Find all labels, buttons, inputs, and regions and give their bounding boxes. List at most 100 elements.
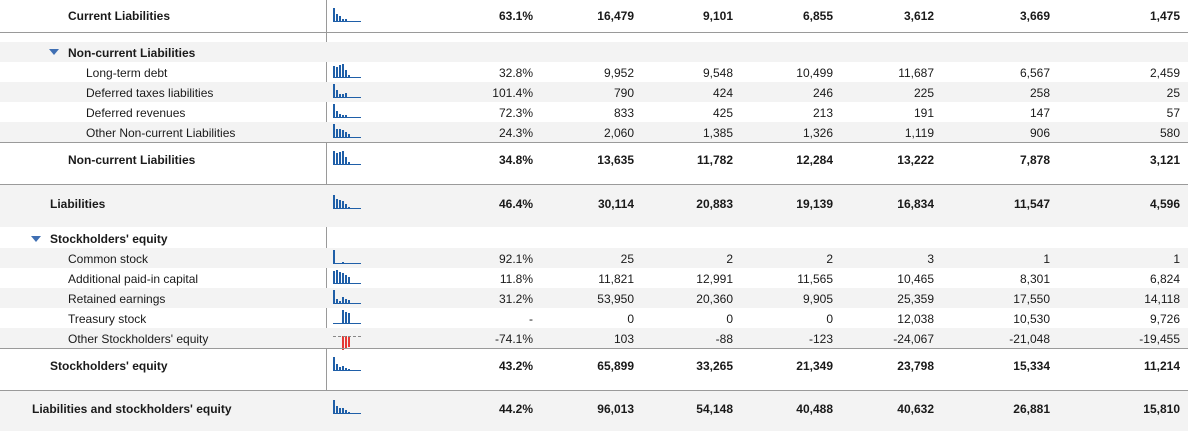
year-value: 13,222: [897, 153, 934, 167]
year-value: 6,824: [1149, 272, 1180, 286]
year-value: 25: [1166, 86, 1180, 100]
year-value: 1: [1043, 252, 1050, 266]
sparkline-bar: [336, 299, 338, 304]
row-label: Deferred revenues: [86, 106, 186, 120]
group-label[interactable]: Stockholders' equity: [50, 232, 168, 246]
row-label: Retained earnings: [68, 292, 166, 306]
year-value: 1,326: [802, 126, 833, 140]
sparkline-bar: [345, 275, 347, 284]
year-value: 11,782: [696, 153, 733, 167]
year-value: 21,349: [796, 359, 833, 373]
pct-value: 11.8%: [499, 272, 533, 286]
year-value: 10,530: [1013, 312, 1050, 326]
sparkline-bar: [336, 90, 338, 98]
sparkline: [333, 250, 363, 264]
sparkline-baseline: [333, 77, 361, 78]
year-value: 6,567: [1019, 66, 1050, 80]
sparkline-bar: [348, 336, 350, 347]
sparkline-baseline: [333, 263, 361, 264]
sparkline-bar: [342, 297, 344, 304]
year-value: 11,565: [797, 272, 833, 286]
table-row: Retained earnings 31.2% 53,950 20,360 9,…: [0, 288, 1188, 308]
sparkline-bar: [342, 408, 344, 414]
sparkline-bar: [336, 67, 338, 78]
year-value: 424: [712, 86, 733, 100]
year-value: 30,114: [597, 197, 634, 211]
sparkline-bar: [339, 408, 341, 414]
table-row: Long-term debt 32.8% 9,952 9,548 10,499 …: [0, 62, 1188, 82]
sparkline-baseline: [333, 97, 361, 98]
year-value: 33,265: [696, 359, 733, 373]
year-value: 9,548: [702, 66, 733, 80]
collapse-triangle-icon[interactable]: [49, 49, 59, 55]
year-value: 833: [613, 106, 634, 120]
sparkline-bar: [339, 129, 341, 138]
sparkline-bar: [342, 19, 344, 22]
sparkline-bar: [336, 111, 338, 118]
sparkline-bar: [339, 272, 341, 284]
sparkline: [333, 104, 363, 118]
year-value: 1,119: [904, 126, 934, 140]
sparkline-bar: [345, 157, 347, 165]
sparkline-bar: [339, 152, 341, 165]
year-value: 3,669: [1019, 9, 1050, 23]
year-value: 16,834: [897, 197, 934, 211]
sparkline-bar: [345, 204, 347, 209]
sparkline-bar: [345, 299, 347, 304]
sparkline-bar: [339, 16, 341, 22]
sparkline: [333, 310, 363, 324]
year-value: 15,810: [1143, 402, 1180, 416]
group-row[interactable]: Non-current Liabilities: [0, 42, 1188, 62]
sparkline-bar: [348, 162, 350, 165]
sparkline-bar: [333, 84, 335, 98]
sparkline-baseline: [333, 370, 361, 371]
sparkline-bar: [333, 8, 335, 22]
sparkline-bar: [342, 115, 344, 118]
pct-value: 92.1%: [498, 252, 533, 266]
year-value: 0: [726, 312, 733, 326]
year-value: 225: [913, 86, 934, 100]
sparkline-bar: [348, 134, 350, 138]
year-value: 1: [1173, 252, 1180, 266]
year-value: 3: [927, 252, 934, 266]
year-value: 16,479: [597, 9, 634, 23]
collapse-triangle-icon[interactable]: [31, 236, 41, 242]
sparkline-bar: [345, 132, 347, 138]
year-value: 1,385: [702, 126, 733, 140]
sparkline-bar: [333, 290, 335, 304]
year-value: -24,067: [893, 332, 934, 346]
sparkline-bar: [339, 114, 341, 118]
year-value: 425: [712, 106, 733, 120]
table-row: Additional paid-in capital 11.8% 11,821 …: [0, 268, 1188, 288]
pct-value: 44.2%: [498, 402, 533, 416]
sparkline-bar: [339, 367, 341, 371]
year-value: 2,060: [603, 126, 634, 140]
pct-value: 31.2%: [498, 292, 533, 306]
sparkline-bar: [336, 406, 338, 414]
group-row[interactable]: Stockholders' equity: [0, 228, 1188, 248]
row-label: Liabilities and stockholders' equity: [32, 402, 232, 416]
sparkline-baseline: [333, 323, 361, 324]
year-value: 3,121: [1149, 153, 1180, 167]
group-label[interactable]: Non-current Liabilities: [68, 46, 196, 60]
row-label: Long-term debt: [86, 66, 168, 80]
sparkline-bar: [342, 273, 344, 284]
table-row: Other Non-current Liabilities 24.3% 2,06…: [0, 122, 1188, 142]
sparkline-baseline: [333, 413, 361, 414]
sparkline: [333, 151, 363, 165]
table-row: Other Stockholders' equity -74.1% 103 -8…: [0, 328, 1188, 350]
sparkline-bar: [333, 250, 335, 264]
sparkline-bar: [333, 357, 335, 371]
year-value: 23,798: [897, 359, 934, 373]
year-value: 14,118: [1144, 292, 1180, 306]
sparkline-baseline: [333, 164, 361, 165]
year-value: 2: [726, 252, 733, 266]
year-value: 40,632: [897, 402, 934, 416]
sparkline-bar: [336, 364, 338, 371]
sparkline-bar: [333, 400, 335, 414]
year-value: 12,284: [796, 153, 833, 167]
sparkline-bar: [342, 94, 344, 98]
table-row: Deferred taxes liabilities 101.4% 790 42…: [0, 82, 1188, 102]
year-value: 790: [613, 86, 634, 100]
year-value: 3,612: [903, 9, 934, 23]
